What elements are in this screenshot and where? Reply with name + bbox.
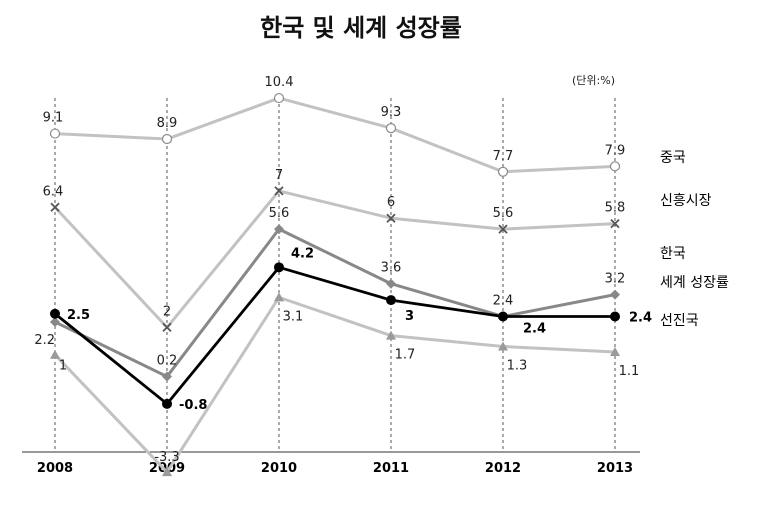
marker-diamond: [162, 371, 172, 382]
series-markers: [49, 92, 621, 477]
data-label: 6.4: [43, 184, 64, 199]
marker-triangle: [498, 341, 508, 351]
marker-x: [274, 186, 284, 196]
marker-dot: [498, 311, 508, 322]
data-label: 2.4: [629, 310, 652, 325]
x-tick-labels: 200820092010201120122013: [37, 461, 633, 476]
marker-x: [50, 202, 60, 212]
data-label: 1.7: [395, 348, 416, 363]
marker-x: [610, 219, 620, 229]
series-line-2: [54, 227, 616, 379]
data-label: 6: [387, 195, 395, 210]
legend-label: 신흥시장: [660, 193, 712, 209]
data-label: 2.4: [493, 293, 514, 308]
chart-title: 한국 및 세계 성장률: [260, 14, 462, 42]
x-tick-label: 2011: [373, 461, 409, 476]
marker-triangle: [274, 292, 284, 302]
marker-dot: [386, 295, 396, 306]
data-label: 1.3: [507, 359, 528, 374]
marker-diamond: [386, 278, 396, 289]
data-label: 2.2: [34, 333, 55, 348]
marker-circle: [609, 161, 621, 172]
data-label: 1.1: [619, 364, 640, 379]
series-line-1: [53, 189, 616, 329]
series-line-3: [54, 265, 615, 406]
data-label: 3: [405, 309, 414, 324]
marker-dot: [50, 308, 60, 319]
data-label: 8.9: [157, 116, 178, 131]
marker-dot: [274, 262, 284, 273]
marker-triangle: [162, 467, 172, 477]
data-label: 0.2: [157, 354, 178, 369]
data-label: 2: [163, 304, 171, 319]
data-label: 3.1: [283, 309, 304, 324]
series-lines: [53, 96, 616, 474]
marker-circle: [49, 128, 61, 139]
series-line-4: [53, 295, 616, 474]
x-tick-label: 2008: [37, 461, 73, 476]
data-label: 7: [275, 168, 283, 183]
data-label: -3.3: [154, 450, 179, 465]
marker-diamond: [610, 289, 620, 300]
marker-triangle: [386, 330, 396, 340]
data-label: 2.5: [67, 308, 90, 323]
data-label: 2.4: [523, 321, 546, 336]
x-tick-label: 2012: [485, 461, 521, 476]
data-label: 3.2: [605, 272, 626, 287]
marker-x: [386, 213, 396, 223]
data-label: 9.3: [381, 105, 402, 120]
x-tick-label: 2010: [261, 461, 297, 476]
data-label: 5.8: [605, 201, 626, 216]
legend-label: 세계 성장률: [660, 275, 729, 291]
marker-triangle: [610, 346, 620, 356]
marker-diamond: [50, 316, 60, 327]
grid-lines: [54, 98, 616, 452]
data-label: 7.9: [605, 143, 626, 158]
data-labels: 9.1 8.9 10.4 9.3 7.7 7.9 6.4 2 7 6 5.6 5.8 1 -3.3 3.1 1…: [34, 75, 652, 465]
data-label: 5.6: [493, 206, 514, 221]
marker-dot: [162, 398, 172, 409]
data-label: 7.7: [493, 149, 514, 164]
marker-x: [498, 224, 508, 234]
legend-label: 선진국: [660, 313, 699, 329]
legend-label: 한국: [660, 246, 686, 262]
marker-diamond: [274, 224, 284, 235]
marker-circle: [385, 123, 397, 134]
data-label: -0.8: [179, 398, 207, 413]
marker-dot: [610, 311, 620, 322]
data-label: 3.6: [381, 261, 402, 276]
data-label: 4.2: [291, 246, 314, 261]
unit-note: (단위:%): [572, 74, 615, 87]
marker-triangle: [50, 349, 60, 359]
series-line-0: [54, 96, 616, 174]
data-label: 10.4: [265, 75, 294, 90]
data-label: 1: [59, 359, 67, 374]
data-label: 9.1: [43, 111, 64, 126]
marker-x: [162, 322, 172, 333]
marker-circle: [497, 166, 509, 177]
marker-circle: [273, 92, 285, 104]
marker-circle: [161, 133, 173, 145]
x-tick-label: 2013: [597, 461, 633, 476]
data-label: 5.6: [269, 206, 290, 221]
legend-label: 중국: [660, 150, 686, 166]
